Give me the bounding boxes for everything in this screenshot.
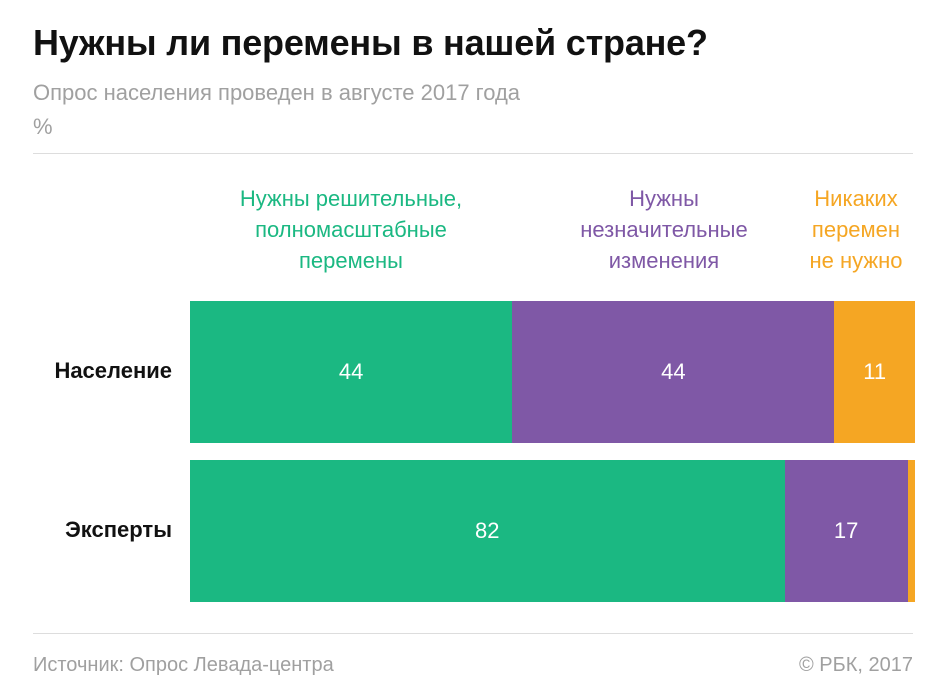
bar-segment xyxy=(190,301,513,443)
bar-value-label: 17 xyxy=(833,518,859,543)
bar-segment xyxy=(834,301,915,443)
row-label-population: Население xyxy=(54,358,172,383)
legend-label-decisive-changes: Нужны решительные, полномасштабные перем… xyxy=(239,186,463,273)
unit-label: % xyxy=(33,114,53,139)
bottom-divider xyxy=(33,633,913,634)
bar-value-label: 44 xyxy=(661,359,686,384)
row-label-experts: Эксперты xyxy=(65,517,172,542)
source-note: Источник: Опрос Левада-центра xyxy=(33,654,334,676)
top-divider xyxy=(33,153,913,154)
legend-label-no-changes: Никаких перемен не нужно xyxy=(809,186,903,273)
bar-value-label: 11 xyxy=(863,359,887,384)
bar-value-label: 44 xyxy=(338,359,364,384)
legend-label-minor-changes: Нужны незначительные изменения xyxy=(580,186,748,273)
copyright-note: © РБК, 2017 xyxy=(798,654,913,676)
chart-subtitle: Опрос населения проведен в августе 2017 … xyxy=(33,80,521,105)
chart-title: Нужны ли перемены в нашей стране? xyxy=(33,22,708,63)
bar-segment xyxy=(784,460,908,602)
bar-value-label: 82 xyxy=(475,518,500,543)
bar-segment xyxy=(907,460,915,602)
bar-segment xyxy=(512,301,835,443)
bar-segment xyxy=(190,460,785,602)
